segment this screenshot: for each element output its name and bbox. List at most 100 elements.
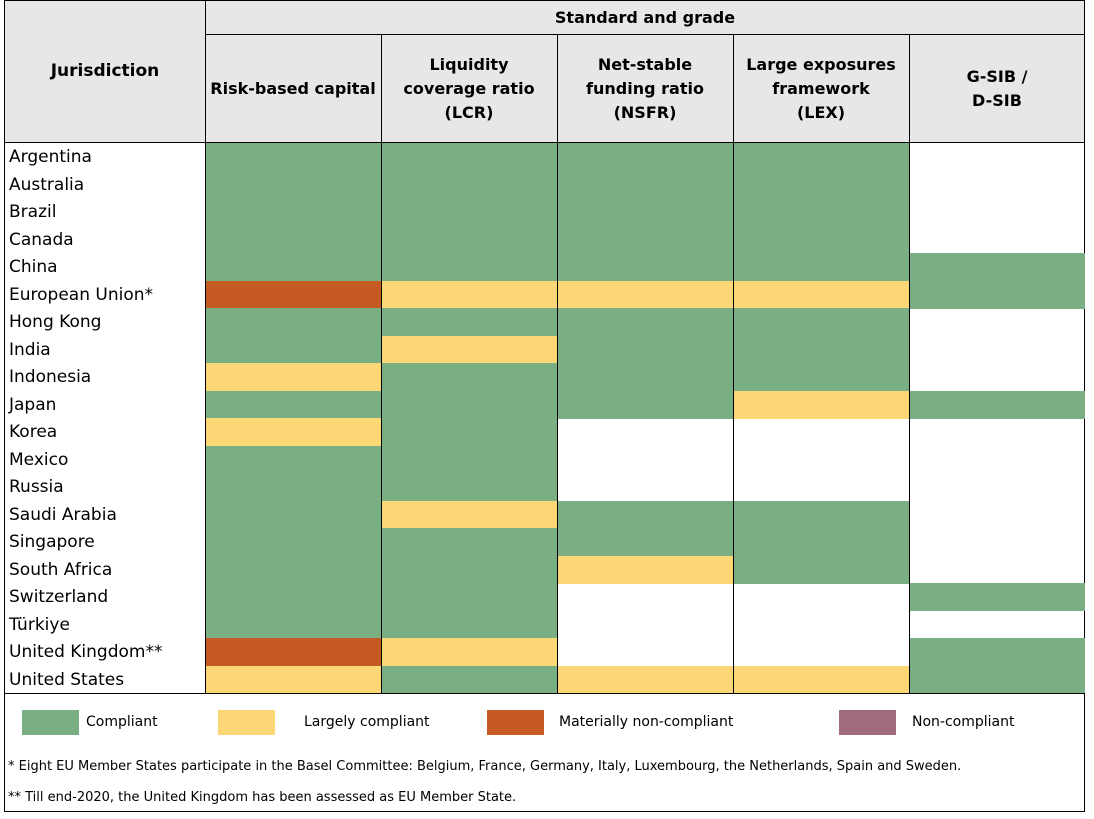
grade-cell [557, 528, 733, 557]
grade-cell [381, 170, 557, 199]
grade-cell [381, 473, 557, 502]
grade-cell [733, 390, 909, 419]
grade-cell [557, 280, 733, 309]
legend-label: Largely compliant [304, 714, 430, 730]
grade-cell [205, 198, 381, 227]
jurisdiction-name: Korea [9, 422, 58, 442]
grade-cell [205, 253, 381, 282]
grade-cell [205, 665, 381, 694]
grade-cell [733, 335, 909, 364]
jurisdiction-name: Indonesia [9, 367, 92, 387]
jurisdiction-name: Argentina [9, 147, 92, 167]
grade-cell [733, 170, 909, 199]
jurisdiction-name: European Union* [9, 284, 153, 305]
grade-cell [381, 583, 557, 612]
column-header: Liquidity coverage ratio (LCR) [381, 36, 557, 142]
grade-cell [205, 335, 381, 364]
grade-cell [381, 665, 557, 694]
jurisdiction-name: Mexico [9, 449, 69, 470]
grade-cell [205, 308, 381, 337]
jurisdiction-name: Saudi Arabia [9, 504, 117, 525]
jurisdiction-name: Singapore [9, 532, 95, 552]
grade-cell [205, 445, 381, 474]
grade-cell [733, 555, 909, 584]
column-header-line: Risk-based capital [210, 79, 376, 98]
grade-cell [205, 418, 381, 447]
column-header: Large exposures framework (LEX) [733, 36, 909, 142]
grade-cell [909, 253, 1085, 282]
grade-cell [205, 225, 381, 254]
grade-cell [909, 638, 1085, 667]
column-header-line: D-SIB [972, 91, 1022, 110]
jurisdiction-name: Russia [9, 477, 64, 497]
grade-cell [557, 143, 733, 172]
grade-cell [557, 335, 733, 364]
footnote: * Eight EU Member States participate in … [8, 759, 962, 774]
jurisdiction-name: Japan [9, 394, 57, 415]
jurisdiction-name: Brazil [9, 202, 57, 222]
jurisdiction-name: Hong Kong [9, 312, 102, 332]
legend-label: Compliant [86, 714, 158, 730]
jurisdiction-name: South Africa [9, 559, 113, 580]
grade-cell [381, 225, 557, 254]
grade-cell [557, 500, 733, 529]
column-header-line: framework [772, 79, 870, 98]
column-header-line: funding ratio [586, 79, 704, 98]
legend-swatch [487, 710, 544, 735]
grade-cell [381, 198, 557, 227]
grid-line [205, 34, 1085, 35]
column-header-line: Net-stable [597, 55, 693, 74]
grade-cell [381, 390, 557, 419]
grade-cell [205, 143, 381, 172]
column-header-line: Large exposures [746, 55, 896, 74]
grade-cell [205, 473, 381, 502]
grade-cell [205, 555, 381, 584]
jurisdiction-name: United States [9, 669, 125, 690]
grade-cell [381, 253, 557, 282]
grade-cell [381, 143, 557, 172]
legend-label: Materially non-compliant [559, 714, 734, 730]
grade-cell [205, 170, 381, 199]
grid-line [5, 693, 1085, 694]
jurisdiction-name: India [9, 339, 51, 360]
grade-cell [557, 225, 733, 254]
header-group-label: Standard and grade [554, 8, 736, 27]
grade-cell [205, 638, 381, 667]
header-background [5, 1, 1084, 142]
legend-label: Non-compliant [912, 714, 1015, 730]
grade-cell [909, 390, 1085, 419]
grade-cell [381, 638, 557, 667]
grade-cell [909, 665, 1085, 694]
jurisdiction-name: Australia [9, 174, 85, 195]
column-header-line: G-SIB / [966, 67, 1028, 86]
column-header-line: (LEX) [796, 103, 846, 122]
grade-cell [909, 583, 1085, 612]
grade-cell [205, 528, 381, 557]
column-header: Net-stable funding ratio (NSFR) [557, 36, 733, 142]
grade-cell [381, 610, 557, 639]
column-header: Risk-based capital [205, 36, 381, 142]
grade-cell [381, 308, 557, 337]
grade-cell [557, 665, 733, 694]
row-header-label: Jurisdiction [50, 61, 160, 81]
grade-cell [733, 253, 909, 282]
grade-cell [381, 418, 557, 447]
grade-cell [733, 665, 909, 694]
grade-cell [733, 528, 909, 557]
grid-line [909, 34, 910, 693]
grade-cell [557, 308, 733, 337]
grade-cell [381, 363, 557, 392]
grade-cell [381, 555, 557, 584]
footnote: ** Till end-2020, the United Kingdom has… [8, 790, 517, 805]
grade-cell [733, 280, 909, 309]
grade-cell [733, 363, 909, 392]
column-header-line: (LCR) [444, 103, 494, 122]
grade-cell [205, 390, 381, 419]
grade-cell [205, 363, 381, 392]
grade-cell [381, 528, 557, 557]
grade-cell [381, 280, 557, 309]
grade-cell [205, 610, 381, 639]
grade-cell [205, 280, 381, 309]
grade-cell [733, 143, 909, 172]
grade-cell [733, 225, 909, 254]
